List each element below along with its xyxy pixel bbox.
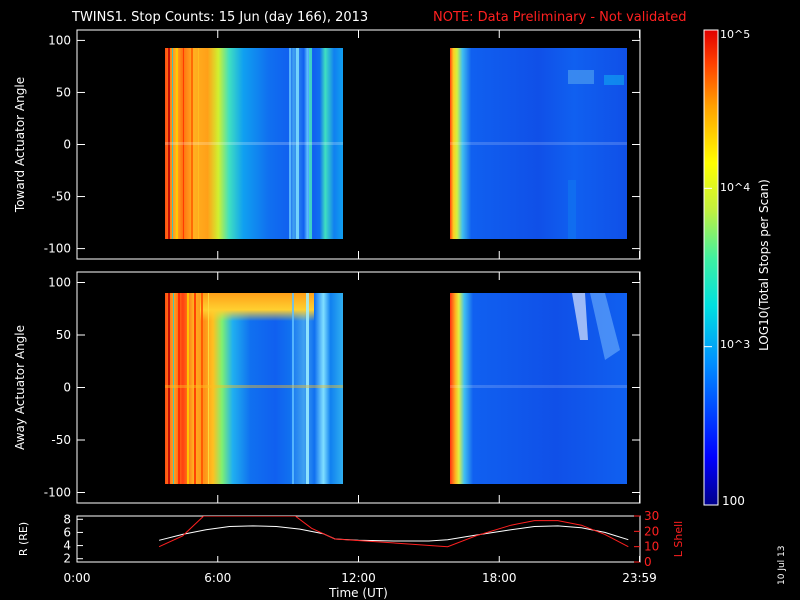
away-top-band (200, 293, 314, 321)
left-axis-label: R (RE) (17, 522, 30, 556)
datestamp: 10 Jul 13 (777, 546, 787, 586)
y-tick-label: 50 (56, 85, 71, 99)
chart-note: NOTE: Data Preliminary - Not validated (433, 10, 687, 25)
right-axis-label: L Shell (672, 521, 685, 557)
colorbar-gradient (703, 29, 719, 506)
y-tick-label: -100 (44, 242, 71, 256)
chart-title: TWINS1. Stop Counts: 15 Jun (day 166), 2… (71, 10, 368, 25)
right-y-tick-label: 30 (644, 509, 659, 523)
toward-panel (76, 29, 641, 260)
y-tick-label: -50 (51, 190, 71, 204)
y-axis-label: Toward Actuator Angle (13, 77, 27, 213)
away-panel (76, 271, 641, 504)
x-tick-label: 6:00 (204, 571, 231, 585)
y-tick-label: 0 (63, 138, 71, 152)
r-series-line (158, 525, 629, 542)
toward-block-1 (165, 48, 343, 239)
y-tick-label: 0 (63, 381, 71, 395)
orbit-panel (76, 515, 641, 563)
right-y-tick-label: 10 (644, 540, 659, 554)
y-axis-label: Away Actuator Angle (13, 325, 27, 450)
colorbar-tick-label: 10^4 (720, 181, 750, 194)
away-block-1 (165, 293, 343, 484)
y-tick-label: 50 (56, 328, 71, 342)
y-tick-label: -100 (44, 486, 71, 500)
left-y-tick-label: 2 (63, 552, 71, 566)
colorbar: 10^5 10^4 10^3 100 LOG10(Total Stops per… (703, 28, 771, 508)
away-texture (165, 293, 627, 484)
x-tick-label: 0:00 (64, 571, 91, 585)
left-y-tick-label: 6 (63, 525, 71, 539)
right-y-tick-label: 20 (644, 524, 659, 538)
toward-texture (165, 48, 627, 239)
y-tick-label: -50 (51, 433, 71, 447)
x-tick-label: 18:00 (482, 571, 517, 585)
y-tick-label: 100 (48, 33, 71, 47)
colorbar-tick-label: 10^5 (720, 28, 750, 41)
colorbar-tick-label: 100 (722, 494, 745, 508)
left-y-tick-label: 8 (63, 512, 71, 526)
x-tick-label: 23:59 (622, 571, 657, 585)
toward-block-2 (450, 48, 627, 239)
right-y-tick-label: 0 (644, 555, 652, 569)
x-axis-label: Time (UT) (328, 586, 388, 600)
lshell-series-line (158, 516, 629, 548)
x-tick-label: 12:00 (341, 571, 376, 585)
y-tick-label: 100 (48, 276, 71, 290)
colorbar-tick-label: 10^3 (720, 338, 750, 351)
orbit-plot-frame (76, 515, 641, 563)
left-y-tick-label: 4 (63, 539, 71, 553)
colorbar-label: LOG10(Total Stops per Scan) (757, 179, 771, 351)
